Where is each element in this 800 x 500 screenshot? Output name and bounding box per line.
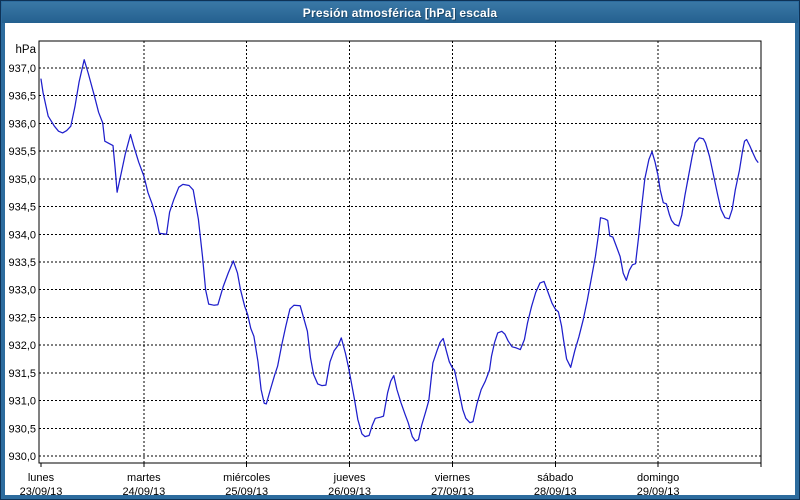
x-axis-day-name: sábado xyxy=(537,472,573,484)
x-axis-day-name: jueves xyxy=(333,472,366,484)
y-axis-tick-label: 934,5 xyxy=(8,202,36,214)
y-axis-tick-label: 935,5 xyxy=(8,146,36,158)
x-axis-day-name: domingo xyxy=(637,472,679,484)
y-axis-tick-label: 930,0 xyxy=(8,451,36,463)
y-axis-tick-label: 930,5 xyxy=(8,423,36,435)
axis-labels: 937,0 936,5 936,0 935,5 935,0 934,5 934,0 933,5… xyxy=(8,44,679,497)
chart-title-bar: Presión atmosférica [hPa] escala xyxy=(2,2,798,23)
y-axis-tick-label: 934,0 xyxy=(8,229,36,241)
plot-area xyxy=(39,41,761,463)
y-axis-tick-label: 933,5 xyxy=(8,257,36,269)
y-axis-tick-label: 933,0 xyxy=(8,285,36,297)
x-axis-day-name: viernes xyxy=(435,472,471,484)
x-axis-day-date: 29/09/13 xyxy=(637,486,680,497)
y-axis-tick-label: 936,0 xyxy=(8,118,36,130)
y-axis-unit-label: hPa xyxy=(16,44,37,56)
y-axis-tick-label: 932,0 xyxy=(8,340,36,352)
y-axis-tick-label: 937,0 xyxy=(8,63,36,75)
plot-frame xyxy=(38,40,762,464)
y-axis-tick-label: 931,5 xyxy=(8,368,36,380)
y-axis-tick-label: 932,5 xyxy=(8,312,36,324)
y-axis-tick-label: 931,0 xyxy=(8,396,36,408)
x-axis-day-date: 27/09/13 xyxy=(431,486,474,497)
x-axis-day-name: miércoles xyxy=(223,472,271,484)
x-axis-day-date: 26/09/13 xyxy=(328,486,371,497)
y-axis-tick-label: 936,5 xyxy=(8,91,36,103)
pressure-series-line xyxy=(40,59,759,442)
chart-plot-container: 937,0 936,5 936,0 935,5 935,0 934,5 934,0 933,5… xyxy=(5,23,795,497)
x-axis-day-date: 25/09/13 xyxy=(225,486,268,497)
pressure-chart: 937,0 936,5 936,0 935,5 935,0 934,5 934,0 933,5… xyxy=(8,40,762,497)
x-axis-day-date: 28/09/13 xyxy=(534,486,577,497)
x-axis-day-date: 24/09/13 xyxy=(122,486,165,497)
x-axis-day-name: lunes xyxy=(28,472,55,484)
y-axis-tick-label: 935,0 xyxy=(8,174,36,186)
x-axis-ticks xyxy=(40,463,762,467)
x-axis-day-name: martes xyxy=(127,472,161,484)
gridlines xyxy=(39,41,761,463)
x-axis-day-date: 23/09/13 xyxy=(20,486,63,497)
chart-title: Presión atmosférica [hPa] escala xyxy=(302,5,498,20)
